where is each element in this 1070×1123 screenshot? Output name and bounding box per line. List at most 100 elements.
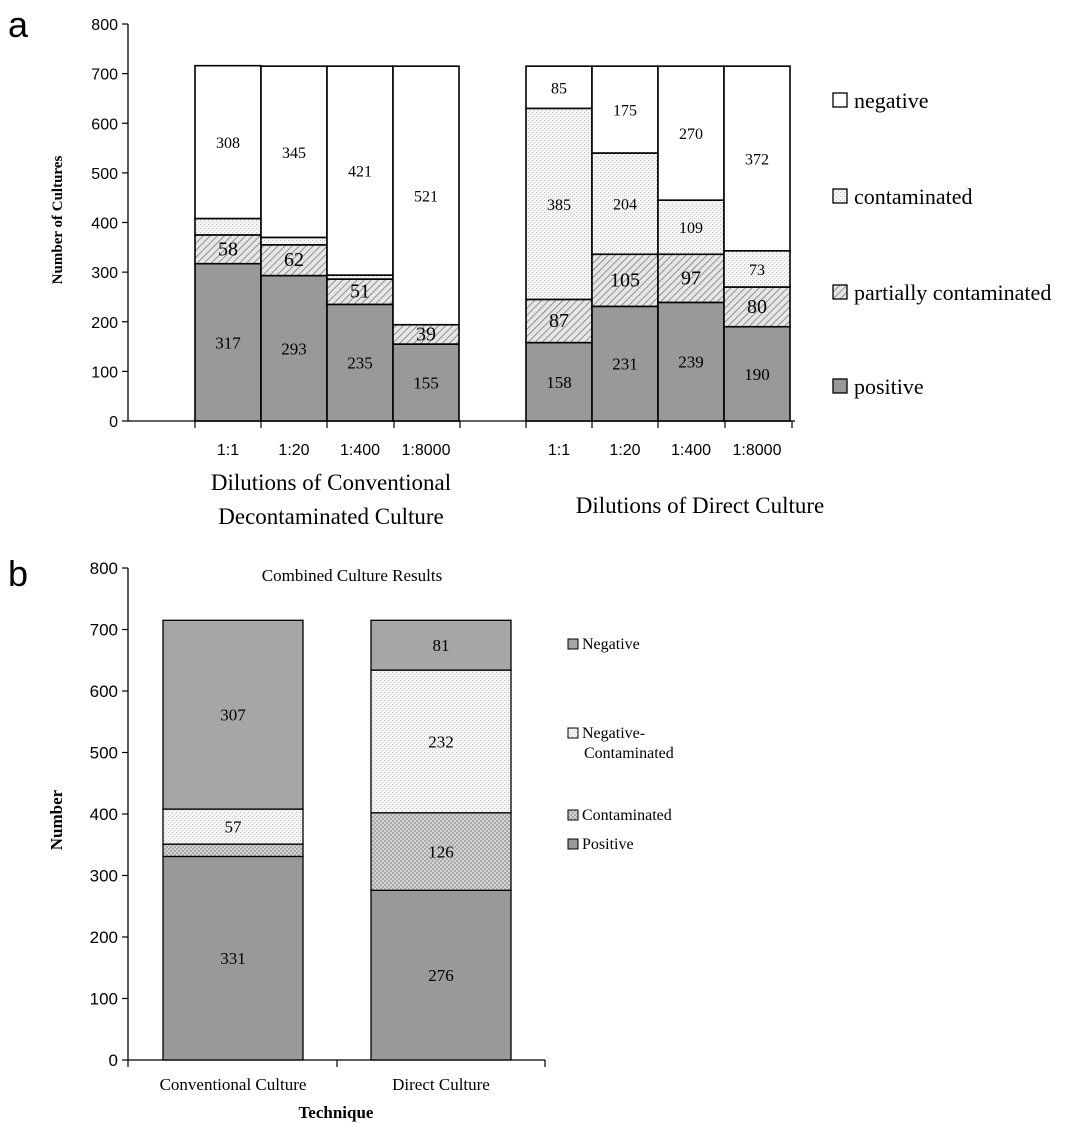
chart-a-data-label: 372	[745, 151, 769, 168]
chart-b-data-label: 331	[220, 949, 246, 968]
chart-a-x-tick-label: 1:8000	[402, 442, 451, 459]
chart-b-bar-negative-conventional-culture	[162, 619, 304, 810]
chart-a-legend-item-negative: negative	[854, 88, 929, 113]
chart-a-bar-partially-contaminated-2-1-1	[525, 298, 593, 344]
chart-b-legend-swatch-contaminated	[567, 809, 579, 821]
chart-b-legend-swatch-negative	[567, 638, 579, 650]
chart-b-legend-item-negative-contaminated: Negative-Contaminated	[582, 725, 674, 762]
chart-b-y-tick-label: 200	[90, 928, 118, 947]
chart-a-data-label: 231	[612, 355, 638, 374]
chart-a-y-tick-label: 700	[91, 67, 118, 84]
chart-a-y-axis-label: Number of Cultures	[50, 156, 66, 285]
chart-a-x-tick-label: 1:1	[217, 442, 239, 459]
chart-b-y-tick-label: 100	[90, 990, 118, 1009]
chart-a-y-tick-label: 100	[91, 364, 118, 381]
chart-a-data-label: 308	[216, 135, 240, 152]
chart-a-bar-negative-1-1-1	[194, 64, 262, 220]
chart-b-y-tick-label: 0	[109, 1051, 118, 1070]
chart-a-legend-swatch-positive	[832, 378, 848, 394]
chart-a-bar-negative-2-1-20	[591, 65, 659, 154]
chart-a-group-label: Dilutions of Conventional	[211, 470, 451, 495]
chart-b-bar-contaminated-conventional-culture	[162, 843, 304, 858]
chart-b-y-tick-label: 700	[90, 621, 118, 640]
chart-a-legend-swatch-partially-contaminated	[832, 284, 848, 300]
chart-a-data-label: 109	[679, 220, 703, 237]
chart-b-title: Combined Culture Results	[262, 566, 442, 585]
chart-a-data-label: 155	[413, 374, 439, 393]
chart-b-y-tick-label: 800	[90, 559, 118, 578]
panel-b-letter: b	[8, 553, 28, 594]
chart-b-x-tick-label: Direct Culture	[392, 1075, 490, 1094]
chart-b-bar-positive-conventional-culture	[162, 855, 304, 1061]
chart-a-group-label: Dilutions of Direct Culture	[576, 493, 825, 518]
chart-a-data-label: 80	[747, 296, 767, 318]
chart-b-y-tick-label: 500	[90, 744, 118, 763]
chart-b-bar-negative-direct-culture	[370, 619, 512, 671]
chart-a-bar-positive-2-1-20	[591, 305, 659, 422]
chart-a-y-tick-label: 300	[91, 265, 118, 282]
chart-b-legend-item-contaminated: Contaminated	[582, 807, 672, 824]
chart-b-data-label: 126	[428, 843, 454, 862]
chart-a-bar-partially-contaminated-2-1-8000	[723, 286, 791, 328]
chart-b-data-label: 57	[225, 818, 243, 837]
chart-a-data-label: 270	[679, 126, 703, 143]
chart-a-data-label: 73	[749, 262, 765, 279]
chart-a-data-label: 421	[348, 164, 372, 181]
chart-b-x-tick-label: Conventional Culture	[160, 1075, 307, 1094]
chart-a-data-label: 85	[551, 80, 567, 97]
chart-b-data-label: 276	[428, 966, 454, 985]
chart-a-data-label: 39	[416, 323, 436, 345]
chart-a-data-label: 293	[281, 339, 307, 358]
chart-a-bar-partially-contaminated-1-1-20	[260, 244, 328, 277]
chart-b-legend-swatch-positive	[567, 838, 579, 850]
chart-a: 0 100 200 300 400 500 600 700 800 317 58 308 1:1 293 6…	[91, 17, 1051, 529]
chart-a-data-label: 97	[681, 267, 701, 289]
chart-a-bar-contaminated-2-1-400	[657, 199, 725, 256]
chart-a-data-label: 385	[547, 197, 571, 214]
chart-a-bar-contaminated-2-1-1	[525, 107, 593, 301]
chart-a-bar-negative-1-1-20	[260, 65, 328, 239]
panel-a-letter: a	[8, 4, 29, 45]
chart-b-data-label: 81	[433, 636, 450, 655]
chart-a-data-label: 204	[613, 197, 637, 214]
chart-a-x-tick-label: 1:1	[548, 442, 570, 459]
chart-b: 0 100 200 300 400 500 600 700 800 331 57 307 Convent…	[90, 559, 674, 1094]
chart-a-data-label: 521	[414, 188, 438, 205]
chart-a-legend-swatch-contaminated	[832, 188, 848, 204]
chart-a-legend-swatch-negative	[832, 92, 848, 108]
chart-b-bar-positive-direct-culture	[370, 889, 512, 1061]
chart-a-y-tick-label: 600	[91, 116, 118, 133]
chart-a-bar-contaminated-1-1-20	[260, 236, 328, 246]
chart-a-legend-item-contaminated: contaminated	[854, 184, 973, 209]
chart-a-y-tick-label: 400	[91, 216, 118, 233]
chart-b-legend-item-positive: Positive	[582, 836, 634, 853]
chart-b-bar-negative-contaminated-conventional-culture	[162, 808, 304, 845]
chart-a-data-label: 345	[282, 145, 306, 162]
chart-a-data-label: 51	[350, 281, 370, 303]
chart-a-bar-negative-2-1-8000	[723, 65, 791, 252]
chart-a-data-label: 105	[610, 269, 640, 291]
chart-a-data-label: 317	[215, 333, 241, 352]
chart-a-y-tick-label: 800	[91, 17, 118, 34]
chart-a-x-tick-label: 1:400	[340, 442, 380, 459]
chart-b-data-label: 232	[428, 732, 454, 751]
chart-a-x-tick-label: 1:400	[671, 442, 711, 459]
chart-a-data-label: 62	[284, 249, 304, 271]
chart-a-data-label: 87	[549, 310, 569, 332]
chart-a-group-label: Decontaminated Culture	[218, 504, 443, 529]
chart-a-data-label: 58	[218, 238, 238, 260]
chart-b-legend-swatch-negative-contaminated	[567, 727, 579, 739]
chart-b-x-axis-label: Technique	[299, 1103, 374, 1122]
chart-a-x-tick-label: 1:20	[609, 442, 640, 459]
chart-a-bar-positive-1-1-8000	[392, 343, 460, 422]
chart-a-bar-negative-1-1-400	[326, 65, 394, 276]
chart-b-y-tick-label: 300	[90, 867, 118, 886]
chart-a-bar-partially-contaminated-2-1-400	[657, 253, 725, 304]
chart-b-data-label: 307	[220, 706, 246, 725]
chart-a-data-label: 190	[744, 365, 770, 384]
chart-a-bar-partially-contaminated-2-1-20	[591, 253, 659, 308]
chart-a-x-tick-label: 1:20	[278, 442, 309, 459]
chart-a-legend-item-positive: positive	[854, 374, 924, 399]
chart-a-bar-negative-2-1-400	[657, 65, 725, 201]
